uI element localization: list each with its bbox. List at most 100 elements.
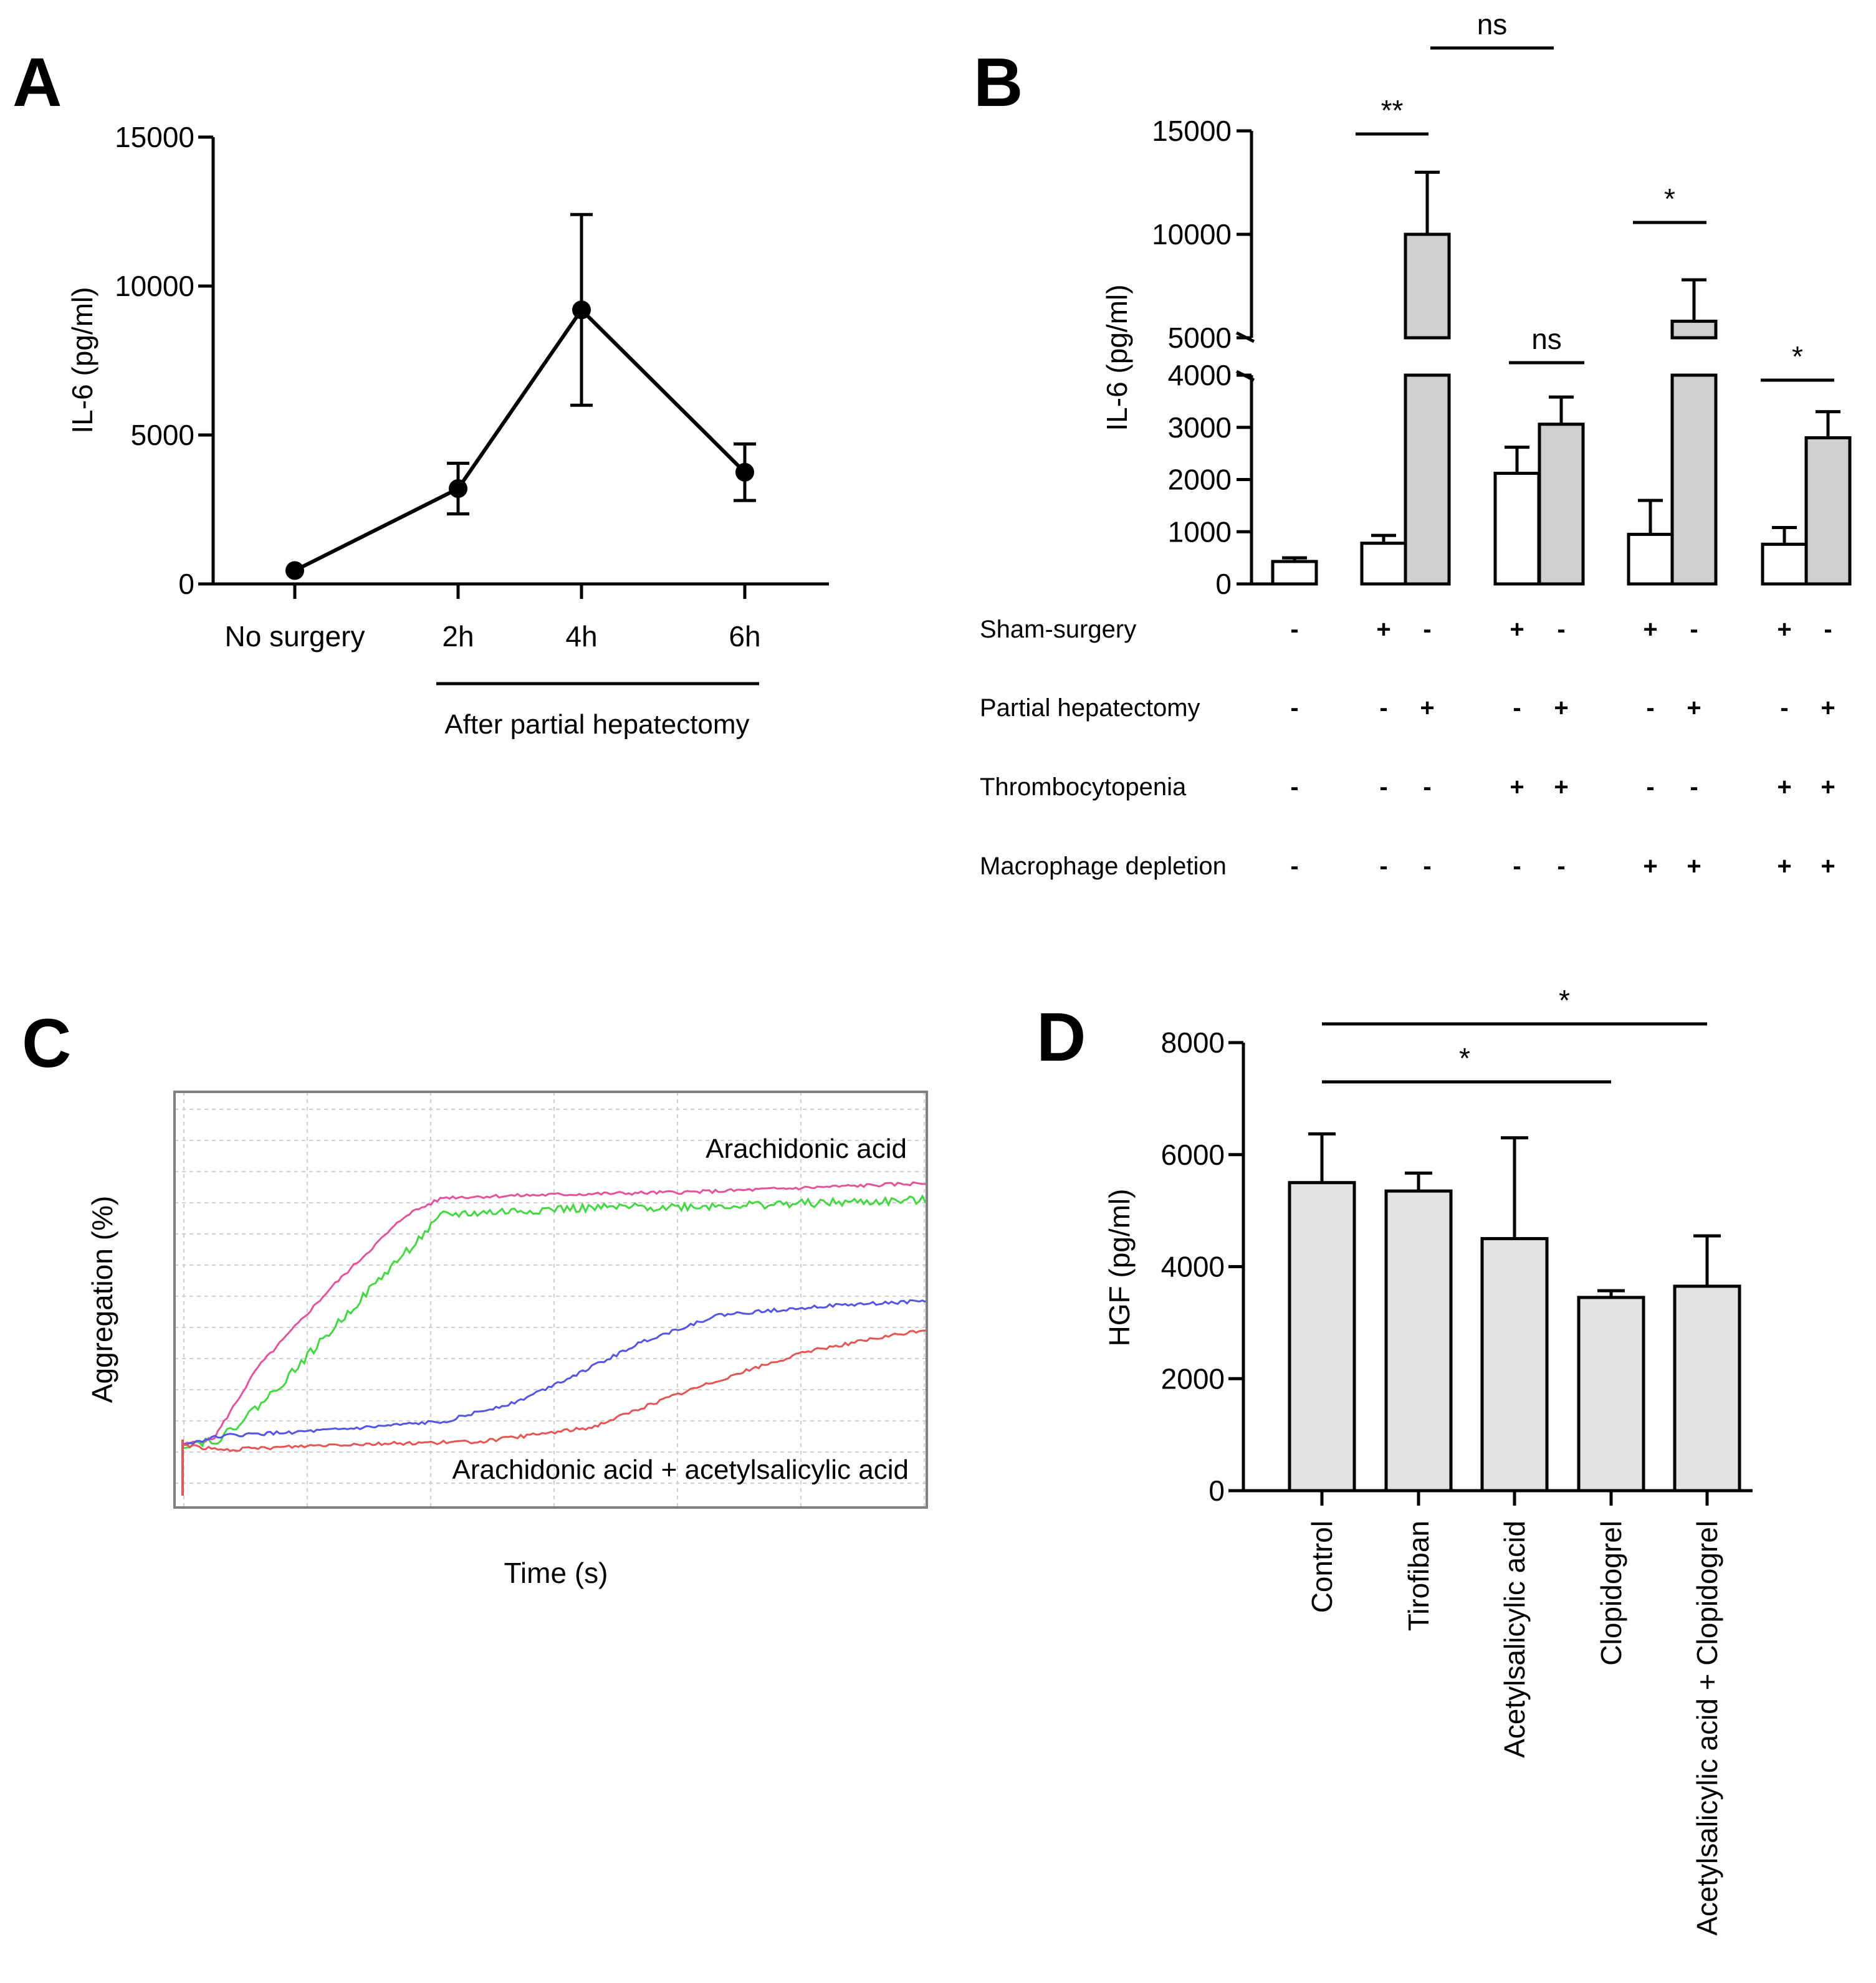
condition-sign: +: [1777, 853, 1791, 880]
condition-label: Macrophage depletion: [980, 853, 1227, 880]
bar-lower: [1670, 373, 1718, 586]
y-tick-label: 2000: [1161, 1362, 1225, 1395]
condition-label: Thrombocytopenia: [980, 773, 1187, 801]
bar: [1271, 560, 1318, 586]
y-tick-label: 10000: [1152, 218, 1232, 251]
panel-a: A 0 5000 10000 15000 No surgery 2h 4h 6h IL-6 (pg…: [12, 44, 829, 740]
panel-letter-c: C: [22, 1005, 71, 1082]
x-tick-label: 2h: [442, 620, 474, 652]
annotation-top: Arachidonic acid: [706, 1134, 907, 1164]
condition-sign: +: [1510, 616, 1524, 643]
condition-sign: -: [1290, 616, 1298, 643]
aggregation-trace: [183, 1181, 926, 1446]
bar: [1577, 1296, 1645, 1493]
condition-sign: -: [1290, 853, 1298, 880]
y-tick-label: 15000: [115, 121, 194, 153]
condition-sign: +: [1376, 616, 1390, 643]
condition-sign: +: [1821, 694, 1835, 722]
condition-sign: -: [1557, 853, 1565, 880]
condition-sign: -: [1513, 694, 1521, 722]
x-axis-label: Time (s): [504, 1557, 608, 1589]
panel-letter-d: D: [1036, 999, 1086, 1076]
y-tick-label: 4000: [1161, 1251, 1225, 1283]
condition-sign: +: [1420, 694, 1434, 722]
condition-sign: -: [1379, 773, 1387, 801]
condition-label: Sham-surgery: [980, 616, 1136, 643]
y-axis-label: IL-6 (pg/ml): [1101, 284, 1133, 431]
y-tick-label: 8000: [1161, 1026, 1225, 1059]
condition-sign: -: [1290, 773, 1298, 801]
condition-sign: -: [1690, 773, 1698, 801]
condition-sign: +: [1643, 853, 1657, 880]
bar-lower: [1404, 373, 1451, 586]
bar: [1288, 1181, 1356, 1493]
data-point: [285, 561, 304, 580]
condition-sign: -: [1646, 694, 1654, 722]
condition-sign: +: [1821, 853, 1835, 880]
aggregation-trace: [183, 1329, 926, 1452]
y-axis-label: HGF (pg/ml): [1103, 1189, 1136, 1347]
aggregation-trace: [183, 1194, 927, 1450]
y-tick-label: 0: [1208, 1474, 1225, 1507]
significance-label: *: [1664, 183, 1675, 215]
condition-sign: -: [1513, 853, 1521, 880]
x-tick-label: Clopidogrel: [1595, 1521, 1627, 1666]
condition-sign: -: [1557, 616, 1565, 643]
condition-sign: -: [1423, 616, 1431, 643]
condition-sign: +: [1687, 853, 1701, 880]
series-line: [294, 307, 747, 573]
data-point: [449, 479, 467, 499]
annotation-bottom: Arachidonic acid + acetylsalicylic acid: [452, 1455, 909, 1485]
panel-b: B 0 1000 2000 3000 4000 5000 10000 15000 IL-6 (pg…: [974, 8, 1852, 880]
x-tick-label: Control: [1306, 1521, 1338, 1613]
bar-upper: [1670, 319, 1718, 340]
x-tick-label: No surgery: [225, 620, 365, 652]
bar: [1360, 542, 1407, 586]
condition-sign: -: [1379, 853, 1387, 880]
x-tick-label: 6h: [729, 620, 760, 652]
y-tick-label: 0: [1215, 568, 1232, 600]
condition-sign: -: [1824, 616, 1832, 643]
significance-label: ns: [1477, 8, 1508, 41]
bar: [1480, 1237, 1549, 1493]
significance-label: *: [1792, 340, 1803, 373]
significance-label: *: [1559, 984, 1570, 1016]
condition-label: Partial hepatectomy: [980, 694, 1200, 722]
condition-sign: +: [1777, 773, 1791, 801]
x-tick-label: Acetylsalicylic acid + Clopidogrel: [1691, 1521, 1723, 1936]
y-tick-label: 6000: [1161, 1139, 1225, 1171]
condition-sign: -: [1423, 853, 1431, 880]
condition-sign: +: [1554, 773, 1568, 801]
condition-sign: -: [1690, 616, 1698, 643]
bar: [1804, 436, 1852, 586]
condition-sign: -: [1379, 694, 1387, 722]
bar: [1384, 1189, 1453, 1493]
group-label: After partial hepatectomy: [444, 709, 749, 740]
significance-label: **: [1381, 94, 1404, 127]
x-tick-label: 4h: [565, 620, 597, 652]
panel-letter-b: B: [974, 44, 1023, 121]
y-tick-label: 5000: [1168, 322, 1232, 354]
panel-c: C Aggregation (%) Time (s) Arachidonic acid…: [22, 1005, 928, 1589]
condition-sign: +: [1821, 773, 1835, 801]
data-point: [572, 300, 591, 320]
condition-sign: +: [1554, 694, 1568, 722]
x-tick-label: Acetylsalicylic acid: [1498, 1521, 1531, 1758]
bar: [1493, 471, 1541, 586]
y-tick-label: 5000: [131, 419, 194, 451]
condition-sign: +: [1687, 694, 1701, 722]
condition-sign: -: [1646, 773, 1654, 801]
condition-sign: -: [1423, 773, 1431, 801]
bar: [1538, 423, 1585, 586]
y-axis-label: IL-6 (pg/ml): [66, 287, 98, 433]
condition-sign: +: [1510, 773, 1524, 801]
bar-upper: [1404, 232, 1451, 340]
y-tick-label: 3000: [1168, 411, 1232, 444]
significance-label: *: [1459, 1042, 1470, 1074]
condition-sign: +: [1777, 616, 1791, 643]
significance-label: ns: [1531, 323, 1562, 355]
y-tick-label: 10000: [115, 270, 194, 302]
plot-frame: [173, 1091, 928, 1509]
y-tick-label: 4000: [1168, 359, 1232, 391]
y-tick-label: 0: [178, 568, 194, 600]
